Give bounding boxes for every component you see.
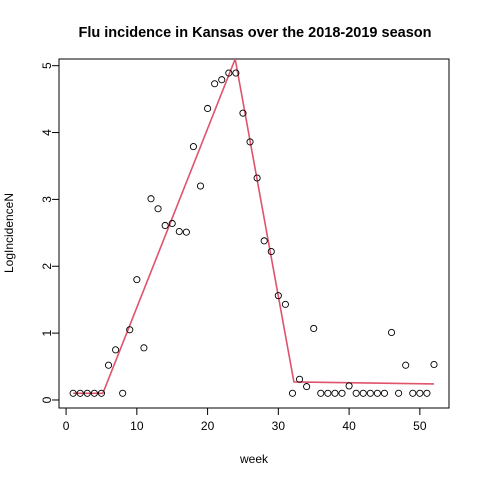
data-point xyxy=(134,277,140,283)
x-tick-label: 10 xyxy=(130,419,144,433)
data-point xyxy=(162,222,168,228)
x-tick-label: 30 xyxy=(272,419,286,433)
data-point xyxy=(204,105,210,111)
data-point xyxy=(183,229,189,235)
data-point xyxy=(176,228,182,234)
y-tick-label: 4 xyxy=(40,129,54,136)
x-axis: 0 10 20 30 40 50 xyxy=(63,408,427,433)
y-tick-label: 3 xyxy=(40,196,54,203)
points-layer xyxy=(70,70,437,396)
x-tick-label: 40 xyxy=(342,419,356,433)
data-point xyxy=(353,390,359,396)
data-point xyxy=(403,362,409,368)
data-point xyxy=(396,390,402,396)
fit-line xyxy=(73,59,434,393)
data-point xyxy=(282,301,288,307)
data-point xyxy=(325,390,331,396)
data-point xyxy=(141,345,147,351)
data-point xyxy=(212,81,218,87)
data-point xyxy=(304,384,310,390)
data-point xyxy=(431,361,437,367)
data-point xyxy=(388,329,394,335)
x-tick-label: 20 xyxy=(201,419,215,433)
y-tick-label: 5 xyxy=(40,62,54,69)
data-point xyxy=(113,347,119,353)
y-axis-label: LogIncidenceN xyxy=(2,193,16,273)
x-tick-label: 50 xyxy=(413,419,427,433)
data-point xyxy=(339,390,345,396)
data-point xyxy=(374,390,380,396)
y-axis: 0 1 2 3 4 5 xyxy=(40,62,59,403)
y-tick-label: 2 xyxy=(40,263,54,270)
data-point xyxy=(346,383,352,389)
data-point xyxy=(360,390,366,396)
data-point xyxy=(261,238,267,244)
data-point xyxy=(410,390,416,396)
data-point xyxy=(105,362,111,368)
data-point xyxy=(332,390,338,396)
data-point xyxy=(219,77,225,83)
data-point xyxy=(318,390,324,396)
y-tick-label: 0 xyxy=(40,396,54,403)
data-point xyxy=(148,196,154,202)
y-tick-label: 1 xyxy=(40,329,54,336)
chart-title: Flu incidence in Kansas over the 2018-20… xyxy=(79,25,432,41)
data-point xyxy=(311,325,317,331)
data-point xyxy=(197,183,203,189)
x-tick-label: 0 xyxy=(63,419,70,433)
data-point xyxy=(367,390,373,396)
data-point xyxy=(155,206,161,212)
data-point xyxy=(120,390,126,396)
x-axis-label: week xyxy=(239,452,269,466)
data-point xyxy=(424,390,430,396)
data-point xyxy=(417,390,423,396)
data-point xyxy=(381,390,387,396)
fit-line-layer xyxy=(73,59,434,393)
data-point xyxy=(289,390,295,396)
data-point xyxy=(190,143,196,149)
